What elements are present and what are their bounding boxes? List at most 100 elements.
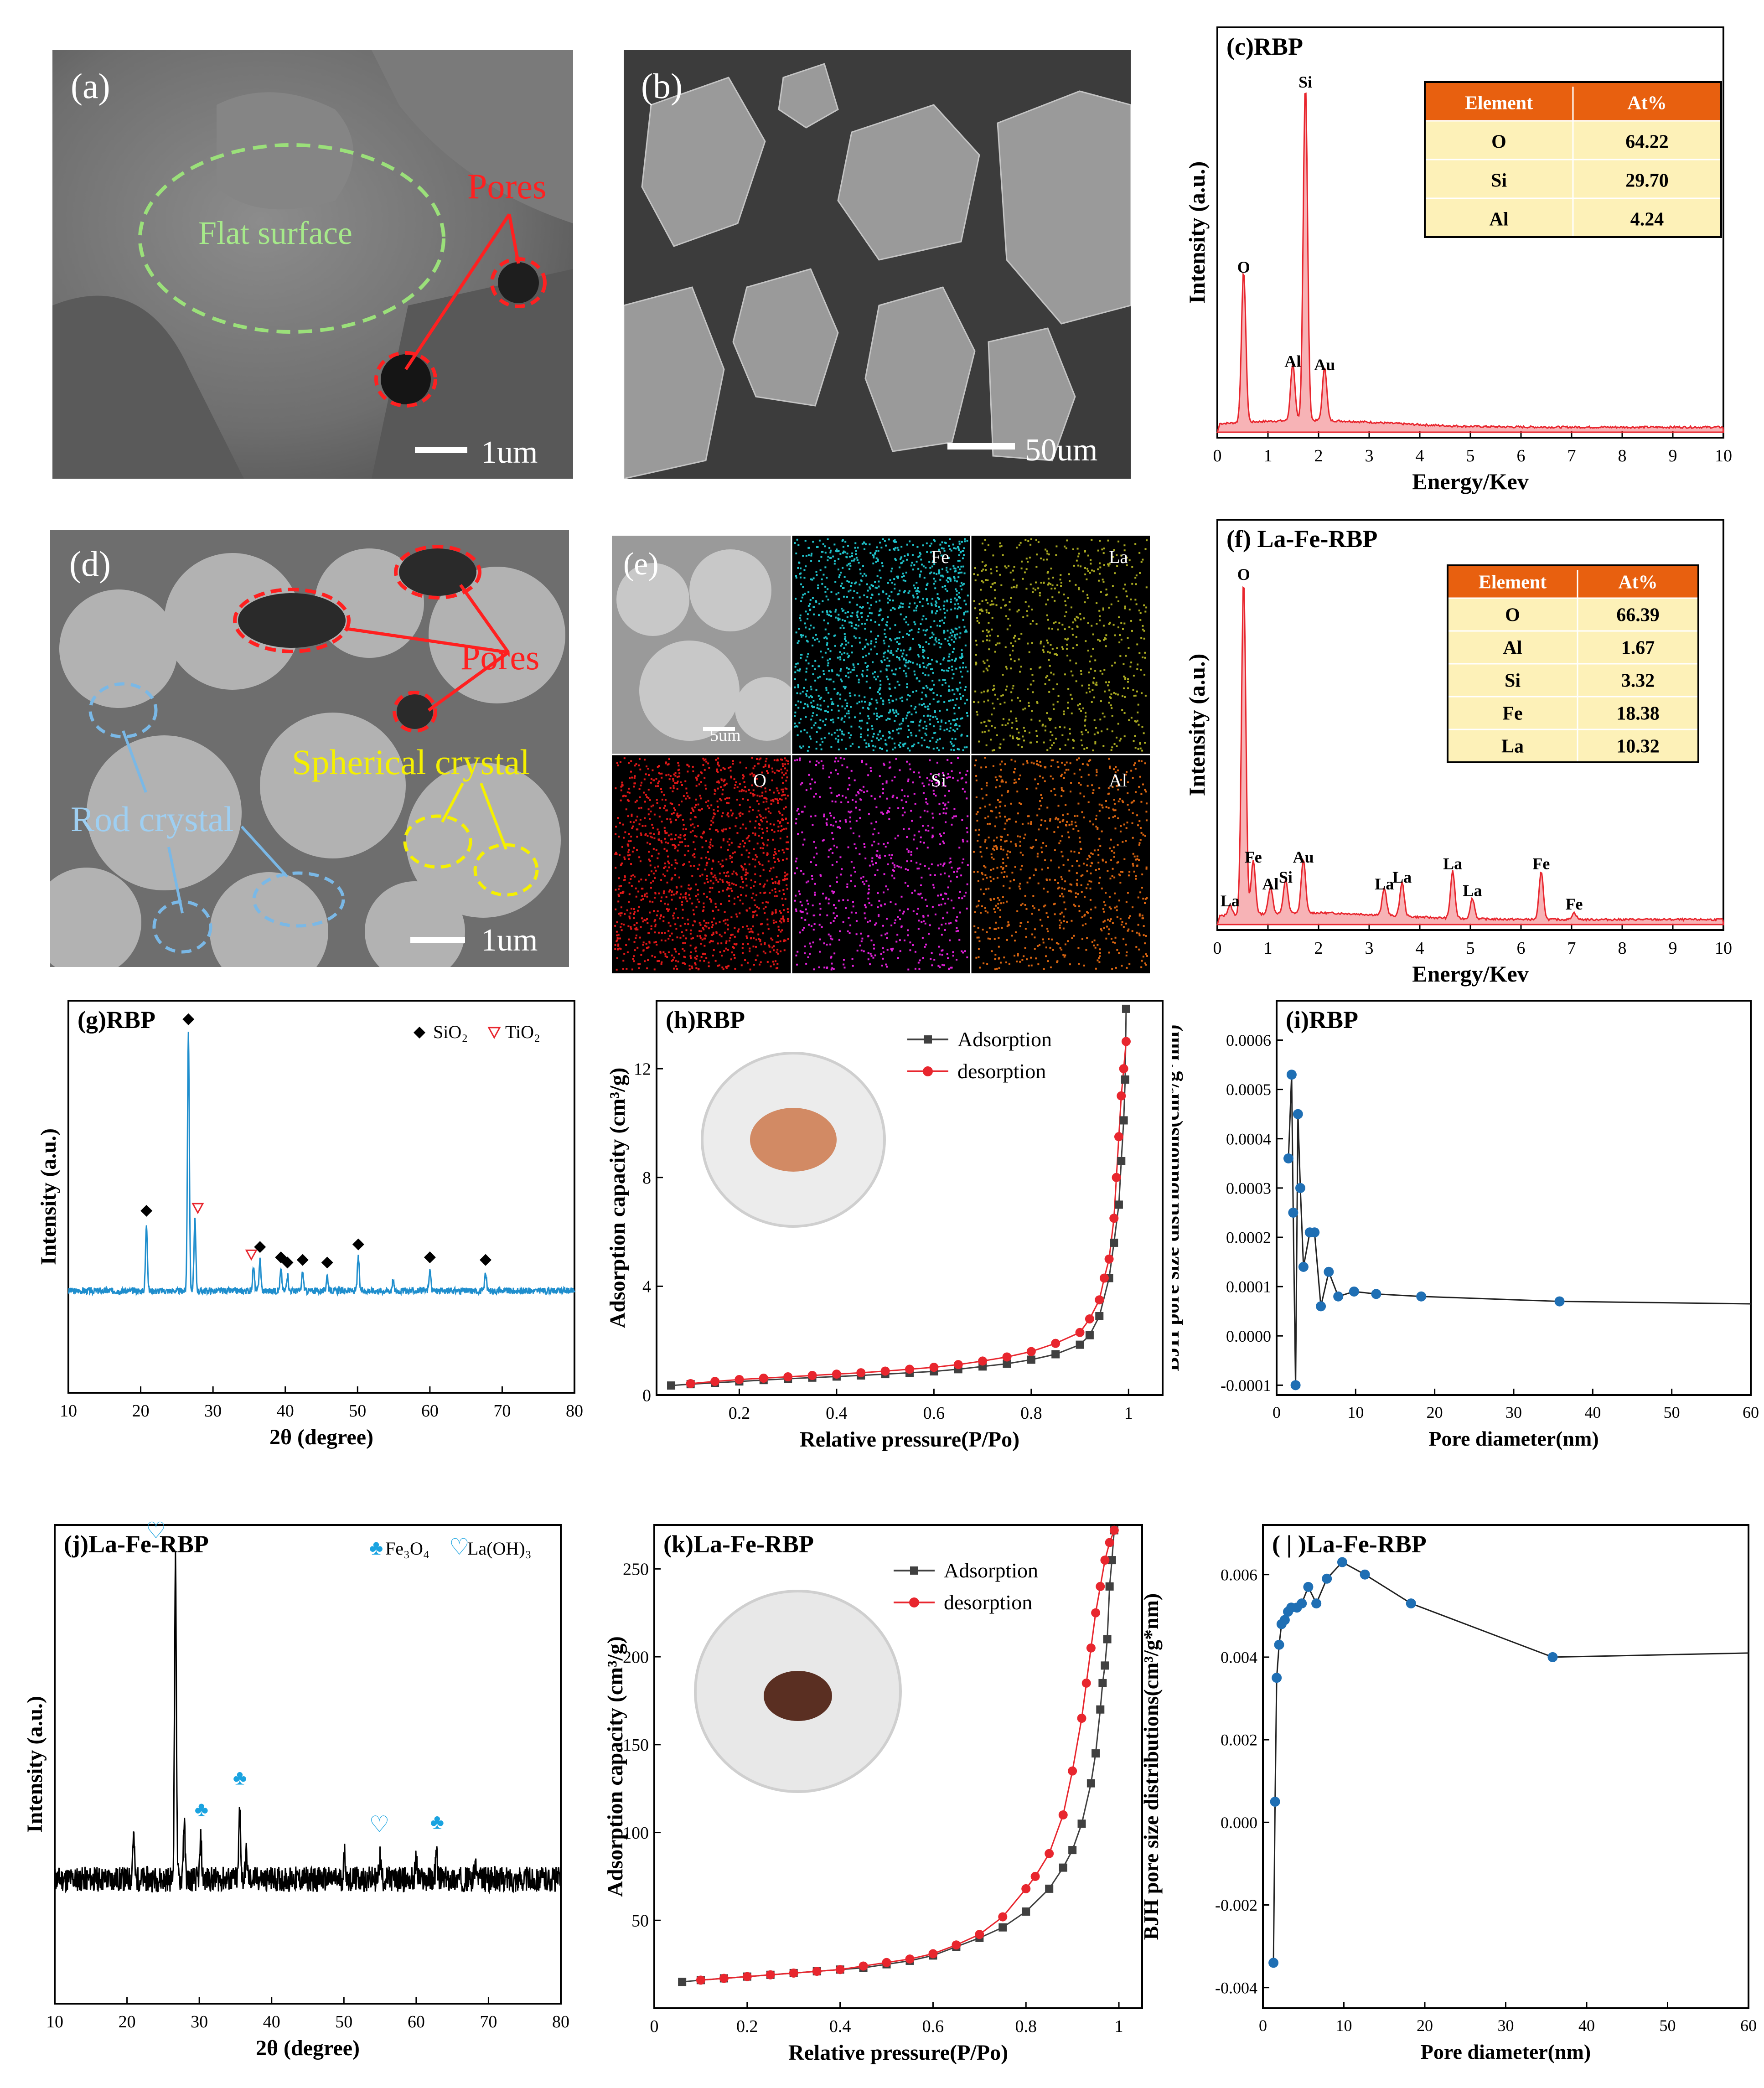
element-map-dots: [973, 757, 1148, 971]
x-axis-label: Pore diameter(nm): [1428, 1427, 1598, 1450]
scale-bar: [415, 447, 467, 453]
desorption-point: [905, 1364, 914, 1374]
bjh-point: [1416, 1291, 1427, 1302]
fe3o4-marker: ♣: [195, 1798, 208, 1821]
chart-title: (f) La-Fe-RBP: [1226, 525, 1377, 553]
panel-j-xrd: 10 20 30 40 50 60 70 80 2θ (degree) Intensity (a.…: [9, 1518, 584, 2083]
desorption-point: [1086, 1643, 1096, 1653]
adsorption-point: [1022, 1907, 1030, 1916]
map-label-fe: Fe: [931, 547, 949, 567]
adsorption-point: [1119, 1116, 1128, 1125]
peak-label: La: [1463, 882, 1482, 900]
scale-bar-label: 1um: [481, 435, 538, 470]
x-tick-label: 8: [1618, 939, 1627, 958]
map-label-si: Si: [931, 770, 946, 791]
adsorption-point: [1121, 1075, 1129, 1084]
table-cell: Al: [1503, 637, 1522, 658]
rod-crystal-circle: [252, 871, 345, 928]
desorption-point: [1109, 1214, 1119, 1223]
adsorption-point: [1098, 1679, 1107, 1687]
bjh-point: [1371, 1289, 1381, 1299]
x-tick-label: 50: [1664, 1403, 1680, 1421]
spherical-crystal-label: Spherical crystal: [292, 742, 530, 782]
desorption-point: [929, 1363, 939, 1372]
x-tick-label: 10: [1715, 939, 1732, 958]
y-tick-label: 200: [623, 1648, 649, 1667]
table-cell: 4.24: [1630, 209, 1664, 230]
x-tick-label: 20: [1427, 1403, 1443, 1421]
bjh-point: [1360, 1569, 1370, 1580]
adsorption-point: [1107, 1556, 1116, 1565]
adsorption-point: [1085, 1331, 1094, 1339]
chart-title: (i)RBP: [1286, 1006, 1358, 1034]
y-axis-label: Adsorption capacity (cm³/g): [605, 1068, 630, 1328]
y-tick-label: 0.004: [1221, 1649, 1257, 1667]
x-tick-label: 3: [1365, 939, 1374, 958]
adsorption-point: [1101, 1661, 1109, 1670]
desorption-point: [1030, 1871, 1040, 1881]
desorption-point: [978, 1356, 988, 1366]
bjh-point: [1270, 1797, 1280, 1807]
x-tick-label: 40: [1578, 2016, 1595, 2035]
x-tick-label: 6: [1517, 939, 1526, 958]
legend-adsorption-label: Adsorption: [944, 1559, 1038, 1582]
element-map-dots: [614, 757, 789, 971]
pore-circle: [394, 545, 481, 600]
element-map-dots: [794, 538, 969, 752]
desorption-point: [975, 1930, 984, 1939]
table-border: [1447, 564, 1699, 763]
x-tick-label: 5: [1466, 446, 1475, 465]
bjh-point: [1406, 1598, 1416, 1609]
adsorption-point: [1059, 1863, 1067, 1872]
x-tick-label: 0.8: [1020, 1404, 1042, 1423]
y-tick-label: -0.002: [1215, 1896, 1257, 1914]
bjh-line: [1273, 1561, 1749, 1963]
x-tick-label: 60: [421, 1401, 439, 1421]
adsorption-point: [1103, 1635, 1112, 1644]
plot-frame: [1276, 1000, 1752, 1396]
table-cell: Fe: [1502, 703, 1522, 724]
bjh-point: [1333, 1291, 1344, 1302]
desorption-point: [1100, 1556, 1110, 1565]
plot-frame: [67, 1000, 575, 1394]
desorption-point: [742, 1972, 752, 1981]
rod-crystal-label: Rod crystal: [71, 799, 233, 839]
panel-i-bjh: 0 10 20 30 40 50 60 -0.0001 0.0000 0.0001 0.0002 0.…: [1160, 994, 1760, 1468]
desorption-point: [1099, 1273, 1109, 1283]
y-axis-label: BJH pore size distributions(cm³/g*nm): [1140, 1593, 1163, 1940]
table-cell: 66.39: [1616, 605, 1660, 625]
adsorption-point: [1068, 1846, 1077, 1855]
bjh-point: [1290, 1380, 1301, 1390]
map-label-al: Al: [1109, 770, 1127, 791]
x-axis-label: Relative pressure(P/Po): [800, 1427, 1019, 1452]
panel-a-label: (a): [71, 66, 110, 106]
panel-d-sem-image: Pores Rod crystal Spherical crystal (d) …: [32, 530, 569, 991]
desorption-point: [882, 1958, 891, 1967]
x-tick-label: 1: [1124, 1404, 1133, 1423]
y-tick-label: 150: [623, 1736, 649, 1755]
legend-tio2-symbol: [487, 1027, 501, 1039]
adsorption-point: [1045, 1884, 1054, 1893]
scale-bar: [947, 443, 1015, 450]
y-axis-label: Intensity (a.u.): [23, 1696, 47, 1833]
x-tick-label: 0.6: [923, 1404, 945, 1423]
desorption-point: [1026, 1347, 1036, 1356]
x-tick-label: 1: [1264, 446, 1273, 465]
desorption-point: [696, 1975, 705, 1985]
map-label-o: O: [753, 770, 766, 791]
map-label-la: La: [1109, 547, 1128, 567]
x-tick-label: 50: [335, 2012, 352, 2031]
bjh-line: [1288, 1075, 1751, 1385]
table-cell: La: [1501, 736, 1524, 757]
peak-label: La: [1443, 855, 1462, 873]
bjh-point: [1274, 1639, 1284, 1650]
desorption-point: [1085, 1314, 1094, 1323]
x-tick-label: 20: [132, 1401, 150, 1421]
peak-label: Fe: [1245, 848, 1262, 866]
bjh-point: [1554, 1296, 1565, 1307]
chart-title: (k)La-Fe-RBP: [663, 1530, 814, 1558]
y-tick-label: -0.004: [1215, 1979, 1257, 1997]
bjh-point: [1309, 1227, 1320, 1238]
chart-title: (c)RBP: [1226, 33, 1303, 60]
x-tick-label: 80: [566, 1401, 583, 1421]
